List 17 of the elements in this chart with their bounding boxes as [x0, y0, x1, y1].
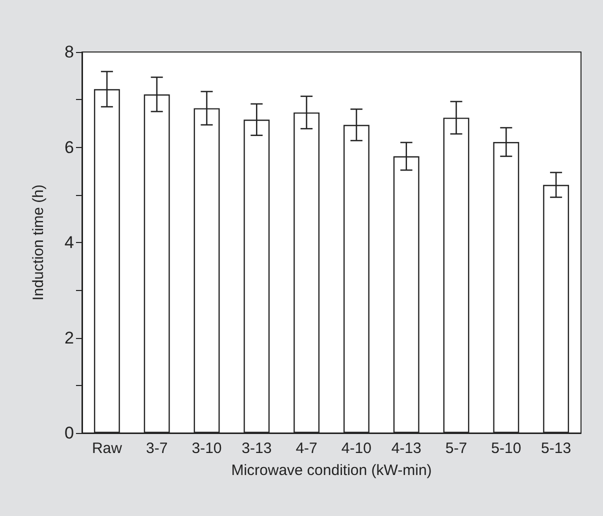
x-tick-label: 3-7 — [146, 440, 168, 457]
y-tick-label: 6 — [64, 138, 74, 157]
x-tick-label: 3-10 — [192, 440, 222, 457]
x-tick-label: 5-10 — [491, 440, 522, 457]
x-tick-label: 4-10 — [341, 440, 372, 457]
x-tick-label: 3-13 — [242, 440, 272, 457]
y-tick-label: 8 — [64, 42, 74, 62]
y-tick-label: 2 — [64, 328, 74, 348]
x-tick-label: 5-13 — [541, 440, 572, 457]
x-tick-label: 4-13 — [391, 440, 422, 457]
x-tick-label: Raw — [92, 440, 122, 457]
x-axis-title: Microwave condition (kW-min) — [231, 462, 432, 479]
y-tick-label: 4 — [64, 233, 74, 252]
x-tick-label: 5-7 — [445, 440, 468, 457]
x-tick-label: 4-7 — [296, 440, 318, 457]
y-tick-label: 0 — [64, 424, 74, 442]
y-axis-title: Induction time (h) — [30, 184, 47, 300]
